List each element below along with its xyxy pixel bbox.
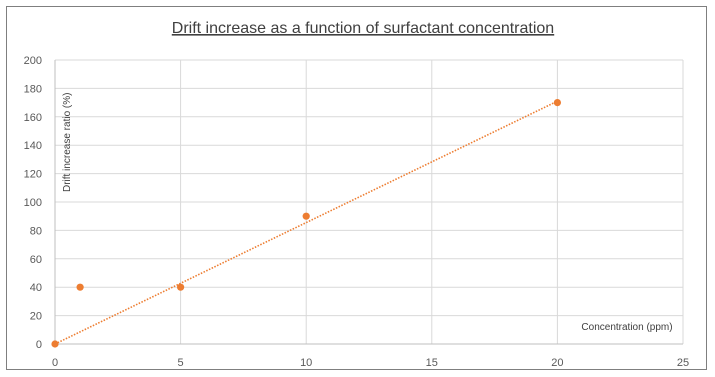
axes	[54, 60, 683, 345]
trendline-layer	[54, 100, 558, 345]
x-tick-label: 25	[677, 357, 689, 369]
x-tick-label: 15	[426, 357, 438, 369]
linear-trendline	[54, 100, 558, 345]
x-tick-label: 20	[551, 357, 563, 369]
y-tick-label: 120	[24, 169, 42, 181]
y-tick-label: 200	[24, 55, 42, 67]
data-point	[302, 212, 310, 220]
x-tick-label: 10	[300, 357, 312, 369]
chart-frame	[6, 6, 707, 370]
data-point	[553, 99, 562, 107]
data-point	[177, 283, 185, 291]
gridlines	[55, 59, 684, 344]
y-tick-label: 60	[30, 254, 42, 266]
x-tick-labels: 0 5 10 15 20 25	[52, 357, 689, 369]
y-tick-label: 100	[24, 197, 42, 209]
y-tick-label: 40	[30, 282, 42, 294]
x-tick-label: 0	[52, 357, 58, 369]
y-tick-label: 80	[30, 225, 42, 237]
y-tick-label: 0	[36, 339, 42, 351]
y-tick-label: 140	[24, 140, 42, 152]
y-tick-label: 20	[30, 311, 42, 323]
data-point	[76, 283, 84, 291]
data-points	[51, 99, 562, 348]
data-point	[51, 340, 59, 348]
x-axis-title: Concentration (ppm)	[581, 322, 672, 333]
x-tick-label: 5	[178, 357, 184, 369]
y-axis-title: Drift increase ratio (%)	[62, 93, 73, 192]
y-tick-label: 180	[24, 83, 42, 95]
chart-title: Drift increase as a function of surfacta…	[172, 20, 554, 37]
y-tick-label: 160	[24, 112, 42, 124]
y-tick-labels: 0 20 40 60 80 100 120 140 160 180 200	[24, 55, 42, 351]
